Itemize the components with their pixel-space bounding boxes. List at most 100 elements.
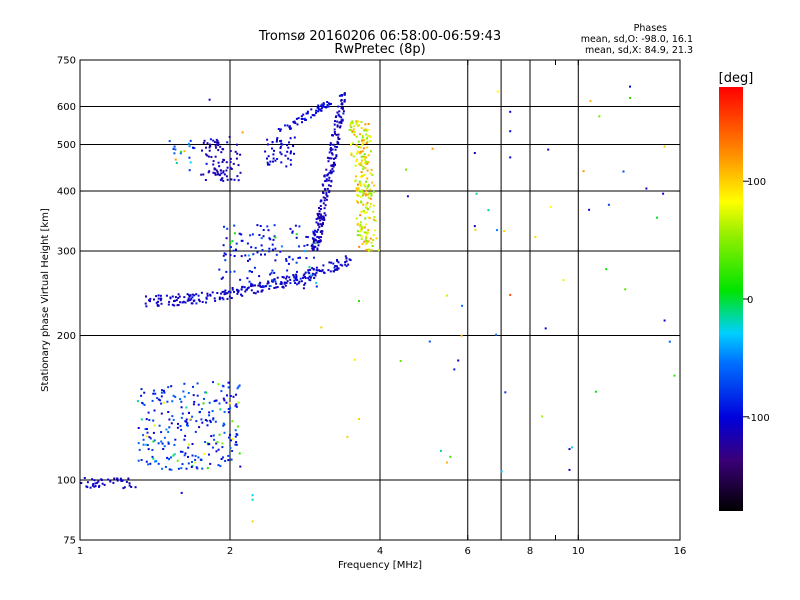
data-point [306,236,309,239]
data-point [290,127,292,130]
data-point [201,149,203,152]
data-point [224,259,227,262]
data-point [180,150,183,153]
data-point [364,194,367,197]
data-point [290,150,292,153]
data-point [203,452,206,455]
data-point [171,295,174,298]
data-point [195,466,198,469]
data-point [233,178,236,181]
data-point [147,411,150,414]
data-point [211,291,214,294]
data-point [179,152,182,155]
data-point [229,407,232,410]
data-point [316,235,319,238]
data-point [360,127,363,130]
data-point [310,108,313,111]
data-point [327,105,330,108]
data-point [250,285,253,288]
data-point [230,439,232,442]
data-point [366,241,369,244]
data-point [457,359,460,362]
data-point [317,108,320,111]
data-point [509,293,512,296]
data-point [173,300,175,303]
data-point [153,439,156,442]
data-point [116,477,119,480]
data-point [267,229,270,232]
data-point [228,136,231,138]
data-point [222,254,225,257]
phase-info-title: Phases [634,23,667,34]
data-point [221,442,224,445]
data-point [177,422,179,425]
data-point [328,176,331,179]
data-point [262,286,265,289]
data-point [287,146,290,149]
data-point [167,411,170,413]
data-point [327,269,330,272]
data-point [231,437,234,440]
data-point [296,270,298,273]
data-point [224,253,227,256]
data-point [215,450,218,453]
data-point [318,226,321,229]
data-point [186,424,188,426]
data-point [208,146,211,149]
data-point [368,217,371,220]
data-point [205,162,208,165]
data-point [428,340,431,343]
data-point [308,275,311,278]
data-point [359,225,362,228]
data-point [365,156,368,159]
data-point [311,243,314,246]
data-point [147,448,150,451]
data-point [183,438,186,441]
data-point [319,240,322,243]
data-point [286,124,289,127]
data-point [230,458,233,461]
data-point [309,279,312,282]
data-point [281,143,284,146]
data-point [375,237,378,240]
data-point [172,147,175,150]
data-point [364,158,366,161]
data-point [350,126,353,129]
data-point [221,290,224,293]
phase-info-line-o: mean, sd,O: -98.0, 16.1 [581,34,693,45]
data-point [216,292,219,294]
data-point [364,217,367,220]
data-point [319,223,322,226]
chart-title: Tromsø 20160206 06:58:00-06:59:43 [258,29,501,44]
data-point [222,424,225,427]
data-point [334,145,337,148]
data-point [260,253,262,256]
data-point [598,115,601,118]
data-point [319,109,322,112]
data-point [310,245,313,247]
data-point [266,138,269,141]
data-point [368,248,371,251]
data-point [301,121,303,124]
data-point [218,165,221,168]
data-point [326,187,329,190]
data-point [279,147,282,150]
data-point [326,101,329,103]
data-point [289,163,292,166]
data-point [194,455,197,457]
data-point [319,208,322,210]
data-point [216,171,219,173]
data-point [158,424,161,427]
data-point [226,297,229,300]
data-point [166,400,169,403]
data-point [496,90,499,93]
data-point [276,286,279,289]
data-point [201,421,204,424]
data-point [272,238,275,241]
data-point [145,460,148,463]
data-point [362,203,365,206]
data-point [312,238,315,241]
data-point [209,462,212,465]
data-point [236,175,239,178]
data-point [209,293,212,296]
